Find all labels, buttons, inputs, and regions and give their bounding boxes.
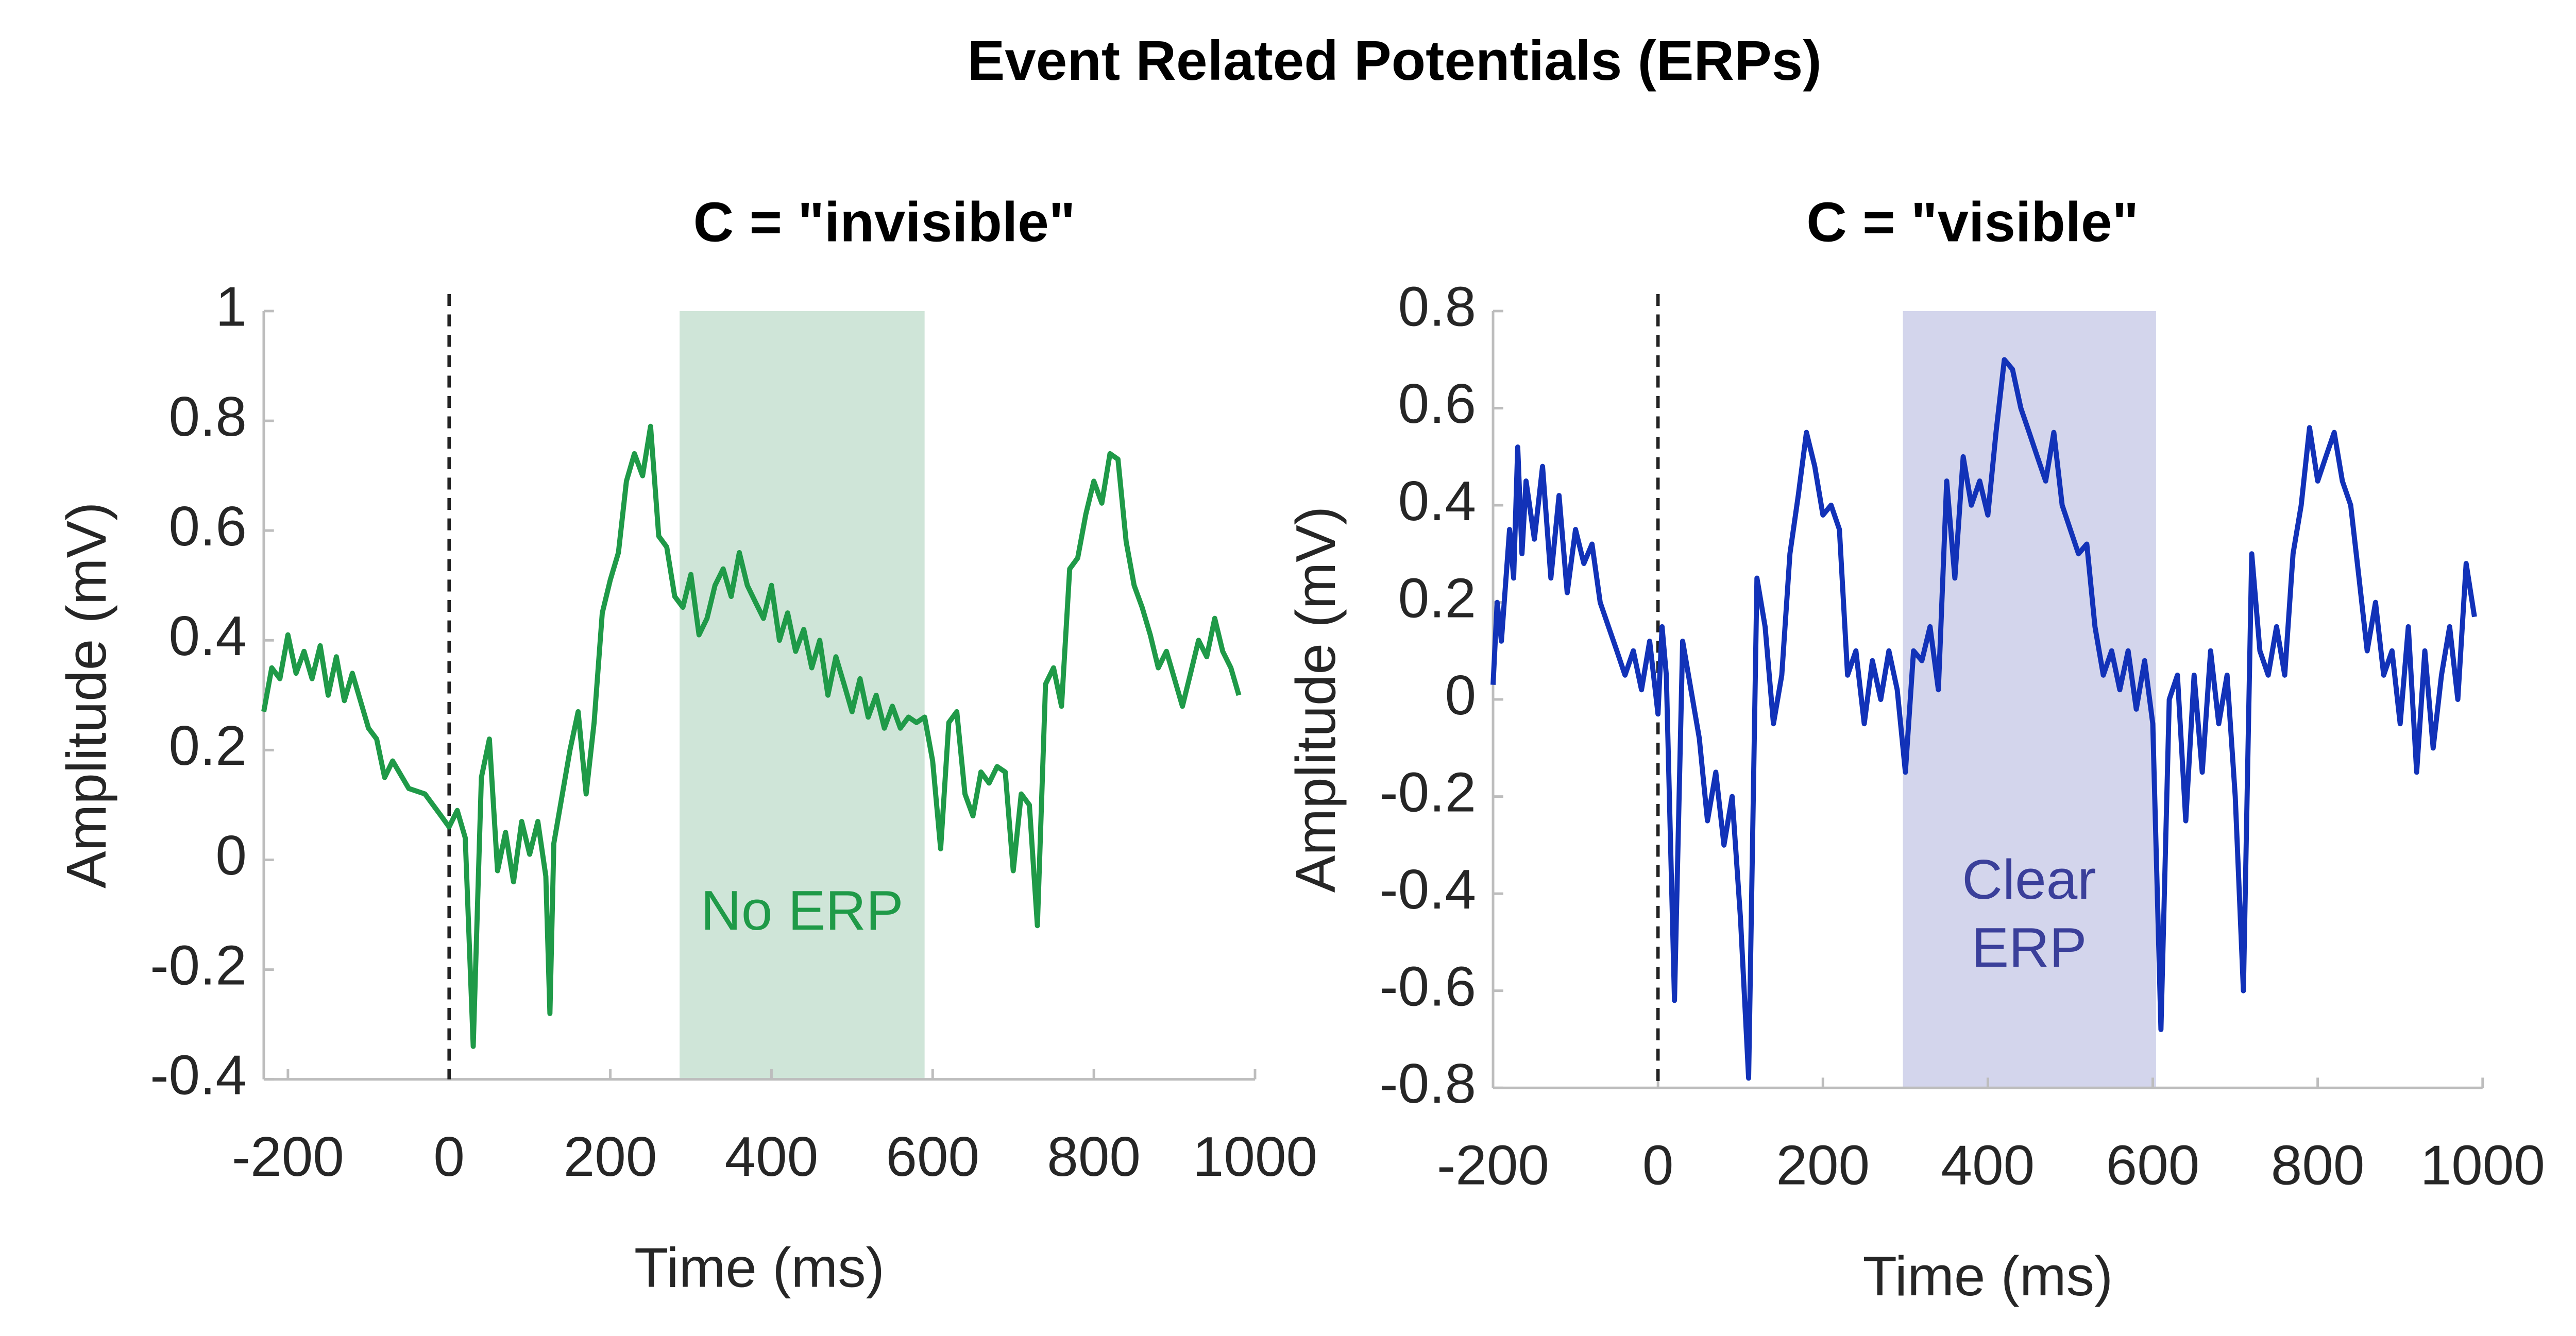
y-tick-label: 1 (215, 276, 247, 338)
annotation: Clear (1962, 848, 2096, 911)
x-tick-label: 1000 (1193, 1125, 1317, 1188)
x-tick-label: 1000 (2420, 1134, 2545, 1196)
erp-line (1490, 357, 2477, 1081)
chart-title: C = "invisible" (693, 191, 1076, 254)
y-axis-label: Amplitude (mV) (55, 502, 118, 888)
x-tick-label: -200 (1437, 1134, 1549, 1196)
x-tick-label: 800 (2271, 1134, 2365, 1196)
figure-title: Event Related Potentials (ERPs) (968, 29, 1822, 92)
erp-line (261, 423, 1242, 1049)
x-tick-label: 600 (886, 1125, 979, 1188)
x-tick-label: 600 (2106, 1134, 2200, 1196)
y-axis-label: Amplitude (mV) (1284, 506, 1347, 893)
y-tick-label: 0.6 (169, 495, 247, 558)
y-tick-label: 0 (1445, 664, 1476, 727)
x-tick-label: 0 (1642, 1134, 1674, 1196)
y-tick-label: 0.4 (169, 605, 247, 667)
x-tick-label: -200 (232, 1125, 344, 1188)
x-tick-label: 0 (433, 1125, 465, 1188)
y-tick-label: -0.4 (1379, 858, 1476, 921)
annotation: No ERP (701, 879, 903, 942)
y-tick-label: 0.2 (169, 714, 247, 777)
x-tick-label: 400 (725, 1125, 819, 1188)
y-tick-label: 0.4 (1398, 470, 1476, 533)
x-axis-label: Time (ms) (634, 1236, 885, 1299)
x-tick-label: 400 (1941, 1134, 2035, 1196)
y-tick-label: -0.2 (150, 934, 247, 997)
x-tick-label: 800 (1047, 1125, 1141, 1188)
y-tick-label: -0.8 (1379, 1052, 1476, 1115)
x-axis-label: Time (ms) (1862, 1245, 2113, 1308)
y-tick-label: 0.6 (1398, 372, 1476, 435)
annotation: ERP (1971, 916, 2087, 979)
y-tick-label: 0.8 (169, 385, 247, 448)
y-tick-label: 0.8 (1398, 276, 1476, 338)
x-tick-label: 200 (1776, 1134, 1870, 1196)
y-tick-label: -0.2 (1379, 761, 1476, 824)
highlight-region (680, 311, 925, 1080)
x-tick-label: 200 (564, 1125, 657, 1188)
y-tick-label: 0 (215, 824, 247, 887)
chart-title: C = "visible" (1806, 191, 2139, 254)
y-tick-label: 0.2 (1398, 567, 1476, 629)
y-tick-label: -0.6 (1379, 955, 1476, 1018)
y-tick-label: -0.4 (150, 1043, 247, 1106)
